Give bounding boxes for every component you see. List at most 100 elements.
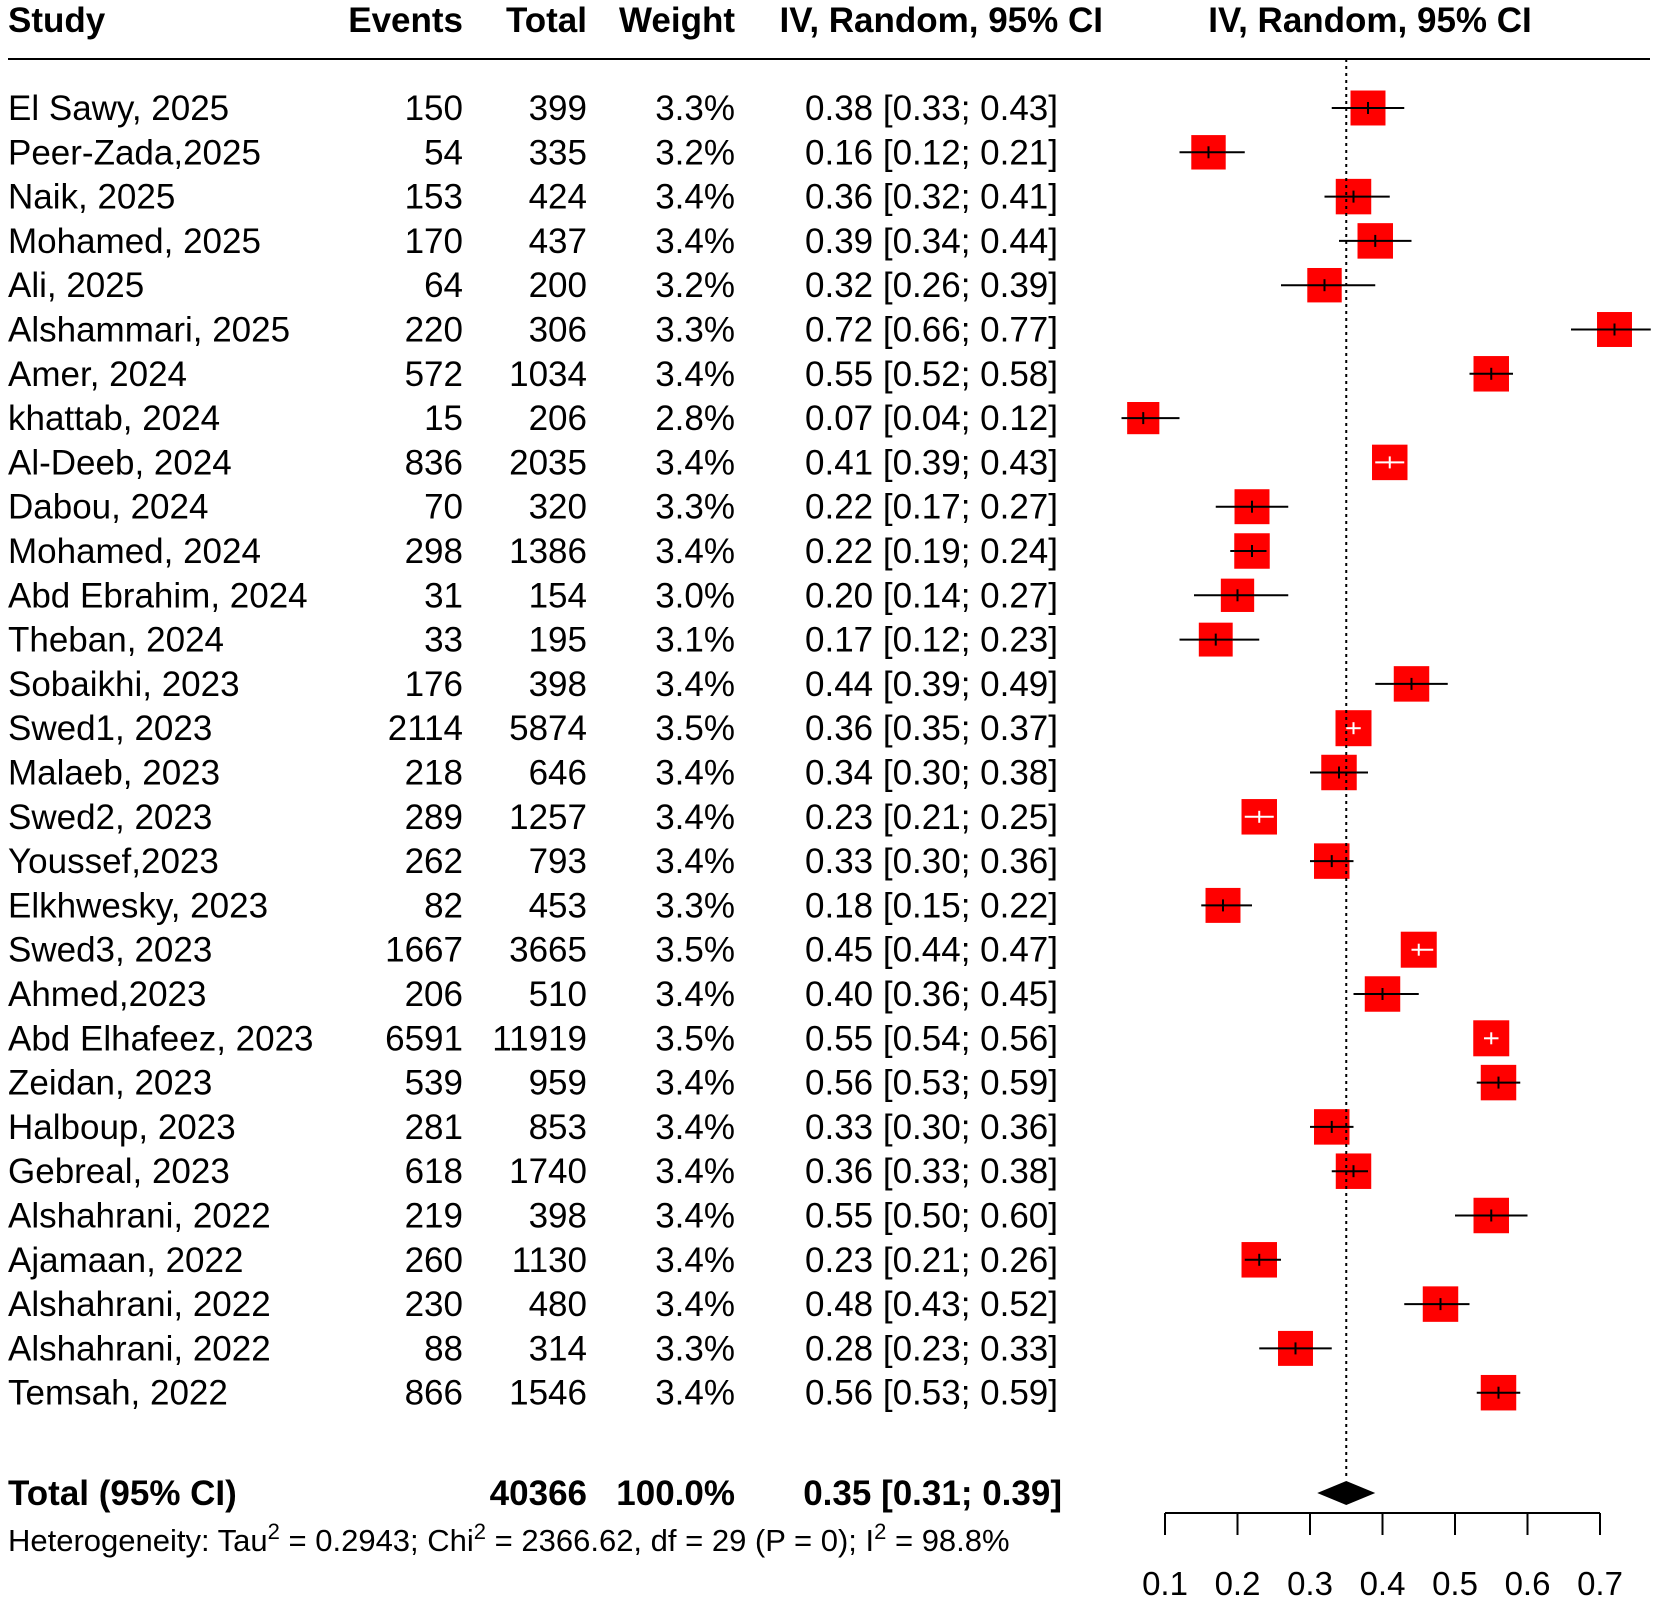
study-ci: 0.55 [0.54; 0.56] bbox=[805, 1019, 1058, 1058]
study-ci: 0.36 [0.33; 0.38] bbox=[805, 1152, 1058, 1191]
study-name: Amer, 2024 bbox=[8, 355, 187, 394]
total-label: Total (95% CI) bbox=[8, 1474, 237, 1513]
study-total: 195 bbox=[529, 621, 587, 660]
study-weight: 3.4% bbox=[655, 532, 735, 571]
study-name: Youssef,2023 bbox=[8, 842, 219, 881]
study-weight: 3.0% bbox=[655, 576, 735, 615]
study-events: 218 bbox=[405, 754, 463, 793]
study-weight: 3.4% bbox=[655, 754, 735, 793]
study-events: 150 bbox=[405, 89, 463, 128]
study-events: 82 bbox=[424, 886, 463, 925]
study-weight: 3.4% bbox=[655, 1374, 735, 1413]
study-ci: 0.72 [0.66; 0.77] bbox=[805, 311, 1058, 350]
study-ci: 0.38 [0.33; 0.43] bbox=[805, 89, 1058, 128]
study-weight: 3.4% bbox=[655, 1241, 735, 1280]
study-ci: 0.56 [0.53; 0.59] bbox=[805, 1064, 1058, 1103]
study-total: 853 bbox=[529, 1108, 587, 1147]
study-total: 154 bbox=[529, 576, 587, 615]
x-tick-label: 0.7 bbox=[1577, 1565, 1623, 1601]
study-name: Ahmed,2023 bbox=[8, 975, 206, 1014]
study-weight: 3.4% bbox=[655, 798, 735, 837]
study-events: 15 bbox=[424, 399, 463, 438]
header-weight: Weight bbox=[619, 1, 735, 40]
study-ci: 0.48 [0.43; 0.52] bbox=[805, 1285, 1058, 1324]
study-total: 437 bbox=[529, 222, 587, 261]
header-ci-text: IV, Random, 95% CI bbox=[779, 1, 1103, 40]
study-name: Alshahrani, 2022 bbox=[8, 1285, 271, 1324]
study-name: Dabou, 2024 bbox=[8, 488, 208, 527]
study-events: 54 bbox=[424, 133, 463, 172]
study-name: Elkhwesky, 2023 bbox=[8, 886, 268, 925]
study-ci: 0.41 [0.39; 0.43] bbox=[805, 443, 1058, 482]
header-total: Total bbox=[506, 1, 587, 40]
study-events: 153 bbox=[405, 178, 463, 217]
total-ci: 0.35 [0.31; 0.39] bbox=[803, 1474, 1062, 1513]
study-total: 480 bbox=[529, 1285, 587, 1324]
study-weight: 3.4% bbox=[655, 178, 735, 217]
study-total: 206 bbox=[529, 399, 587, 438]
study-weight: 3.3% bbox=[655, 488, 735, 527]
study-events: 170 bbox=[405, 222, 463, 261]
study-weight: 3.4% bbox=[655, 842, 735, 881]
study-total: 399 bbox=[529, 89, 587, 128]
x-tick-label: 0.6 bbox=[1505, 1565, 1551, 1601]
study-events: 88 bbox=[424, 1329, 463, 1368]
study-name: Alshahrani, 2022 bbox=[8, 1329, 271, 1368]
study-name: Naik, 2025 bbox=[8, 178, 175, 217]
study-events: 230 bbox=[405, 1285, 463, 1324]
study-ci: 0.07 [0.04; 0.12] bbox=[805, 399, 1058, 438]
study-weight: 3.4% bbox=[655, 1197, 735, 1236]
study-weight: 3.3% bbox=[655, 886, 735, 925]
study-events: 64 bbox=[424, 266, 463, 305]
study-ci: 0.22 [0.19; 0.24] bbox=[805, 532, 1058, 571]
study-total: 1130 bbox=[512, 1241, 587, 1280]
study-name: Temsah, 2022 bbox=[8, 1374, 228, 1413]
study-name: Alshahrani, 2022 bbox=[8, 1197, 271, 1236]
study-name: Ali, 2025 bbox=[8, 266, 144, 305]
study-events: 33 bbox=[424, 621, 463, 660]
study-ci: 0.40 [0.36; 0.45] bbox=[805, 975, 1058, 1014]
study-name: Abd Elhafeez, 2023 bbox=[8, 1019, 314, 1058]
study-weight: 3.2% bbox=[655, 266, 735, 305]
study-ci: 0.55 [0.52; 0.58] bbox=[805, 355, 1058, 394]
study-name: Malaeb, 2023 bbox=[8, 754, 220, 793]
study-ci: 0.33 [0.30; 0.36] bbox=[805, 1108, 1058, 1147]
header-events: Events bbox=[348, 1, 463, 40]
study-ci: 0.33 [0.30; 0.36] bbox=[805, 842, 1058, 881]
study-name: Mohamed, 2024 bbox=[8, 532, 261, 571]
study-total: 510 bbox=[529, 975, 587, 1014]
x-tick-label: 0.4 bbox=[1360, 1565, 1406, 1601]
study-weight: 3.5% bbox=[655, 931, 735, 970]
study-ci: 0.55 [0.50; 0.60] bbox=[805, 1197, 1058, 1236]
study-weight: 3.4% bbox=[655, 975, 735, 1014]
study-events: 219 bbox=[405, 1197, 463, 1236]
study-name: Swed1, 2023 bbox=[8, 709, 212, 748]
study-events: 281 bbox=[405, 1108, 463, 1147]
study-ci: 0.44 [0.39; 0.49] bbox=[805, 665, 1058, 704]
study-events: 260 bbox=[405, 1241, 463, 1280]
study-events: 31 bbox=[424, 576, 463, 615]
study-events: 836 bbox=[405, 443, 463, 482]
study-ci: 0.16 [0.12; 0.21] bbox=[805, 133, 1058, 172]
study-events: 220 bbox=[405, 311, 463, 350]
study-name: Al-Deeb, 2024 bbox=[8, 443, 232, 482]
study-ci: 0.23 [0.21; 0.26] bbox=[805, 1241, 1058, 1280]
total-weight: 100.0% bbox=[616, 1474, 735, 1513]
study-weight: 3.5% bbox=[655, 1019, 735, 1058]
study-total: 200 bbox=[529, 266, 587, 305]
study-events: 289 bbox=[405, 798, 463, 837]
x-axis: 0.1 0.2 0.3 0.4 0.5 0.6 0.7 bbox=[1142, 1512, 1623, 1601]
header-ci-plot: IV, Random, 95% CI bbox=[1208, 1, 1532, 40]
total-total: 40366 bbox=[490, 1474, 587, 1513]
study-name: Ajamaan, 2022 bbox=[8, 1241, 243, 1280]
study-name: El Sawy, 2025 bbox=[8, 89, 229, 128]
study-events: 298 bbox=[405, 532, 463, 571]
study-ci: 0.23 [0.21; 0.25] bbox=[805, 798, 1058, 837]
study-weight: 3.3% bbox=[655, 89, 735, 128]
study-total: 793 bbox=[529, 842, 587, 881]
study-total: 1257 bbox=[509, 798, 587, 837]
study-weight: 2.8% bbox=[655, 399, 735, 438]
study-weight: 3.2% bbox=[655, 133, 735, 172]
study-ci: 0.34 [0.30; 0.38] bbox=[805, 754, 1058, 793]
